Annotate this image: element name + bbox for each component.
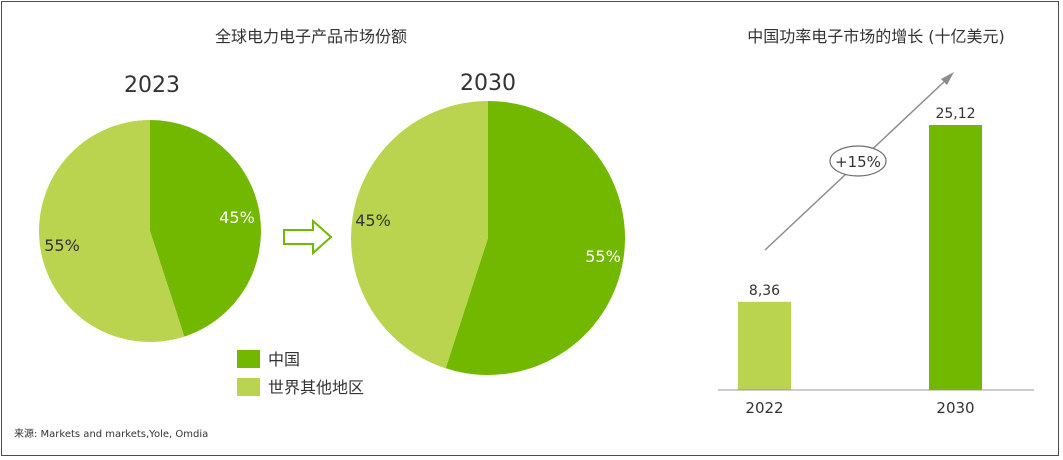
pie-2023-rest-label: 55% (44, 236, 80, 255)
bar-2022 (738, 301, 791, 390)
legend-swatch-rest (237, 378, 260, 396)
pie-2030-year-label: 2030 (460, 71, 516, 96)
pie-2023-china-label: 45% (219, 208, 255, 227)
bar-category-label: 2030 (936, 399, 974, 417)
bar-category-label: 2022 (745, 399, 783, 417)
growth-arrowhead-icon (941, 72, 954, 85)
legend-label-rest: 世界其他地区 (268, 378, 364, 397)
bar-panel-title: 中国功率电子市场的增长 (十亿美元) (747, 27, 1005, 46)
pie-slice-rest (38, 120, 185, 342)
pie-chart-2030 (350, 100, 625, 375)
legend-swatch-china (237, 350, 260, 368)
pie-2030-rest-label: 45% (355, 211, 391, 230)
pie-panel-title: 全球电力电子产品市场份额 (215, 27, 407, 46)
bar-chart: 8,36 2022 25,12 2030 (738, 106, 982, 417)
legend: 中国 世界其他地区 (237, 350, 364, 397)
source-note: 来源: Markets and markets,Yole, Omdia (14, 427, 208, 440)
pie-slice-china (150, 120, 261, 337)
pie-slice-rest (350, 100, 488, 369)
pie-2030-china-label: 55% (585, 247, 621, 266)
bar-2030 (929, 125, 982, 390)
pie-chart-2023 (38, 120, 261, 342)
growth-rate-label: +15% (835, 153, 881, 171)
pie-slice-china (445, 101, 625, 375)
bar-value-label: 8,36 (749, 283, 780, 299)
bar-value-label: 25,12 (935, 106, 975, 122)
transition-arrow-icon (283, 218, 333, 256)
pie-2023-year-label: 2023 (124, 73, 180, 98)
legend-label-china: 中国 (268, 350, 300, 369)
growth-rate-badge (829, 145, 887, 177)
